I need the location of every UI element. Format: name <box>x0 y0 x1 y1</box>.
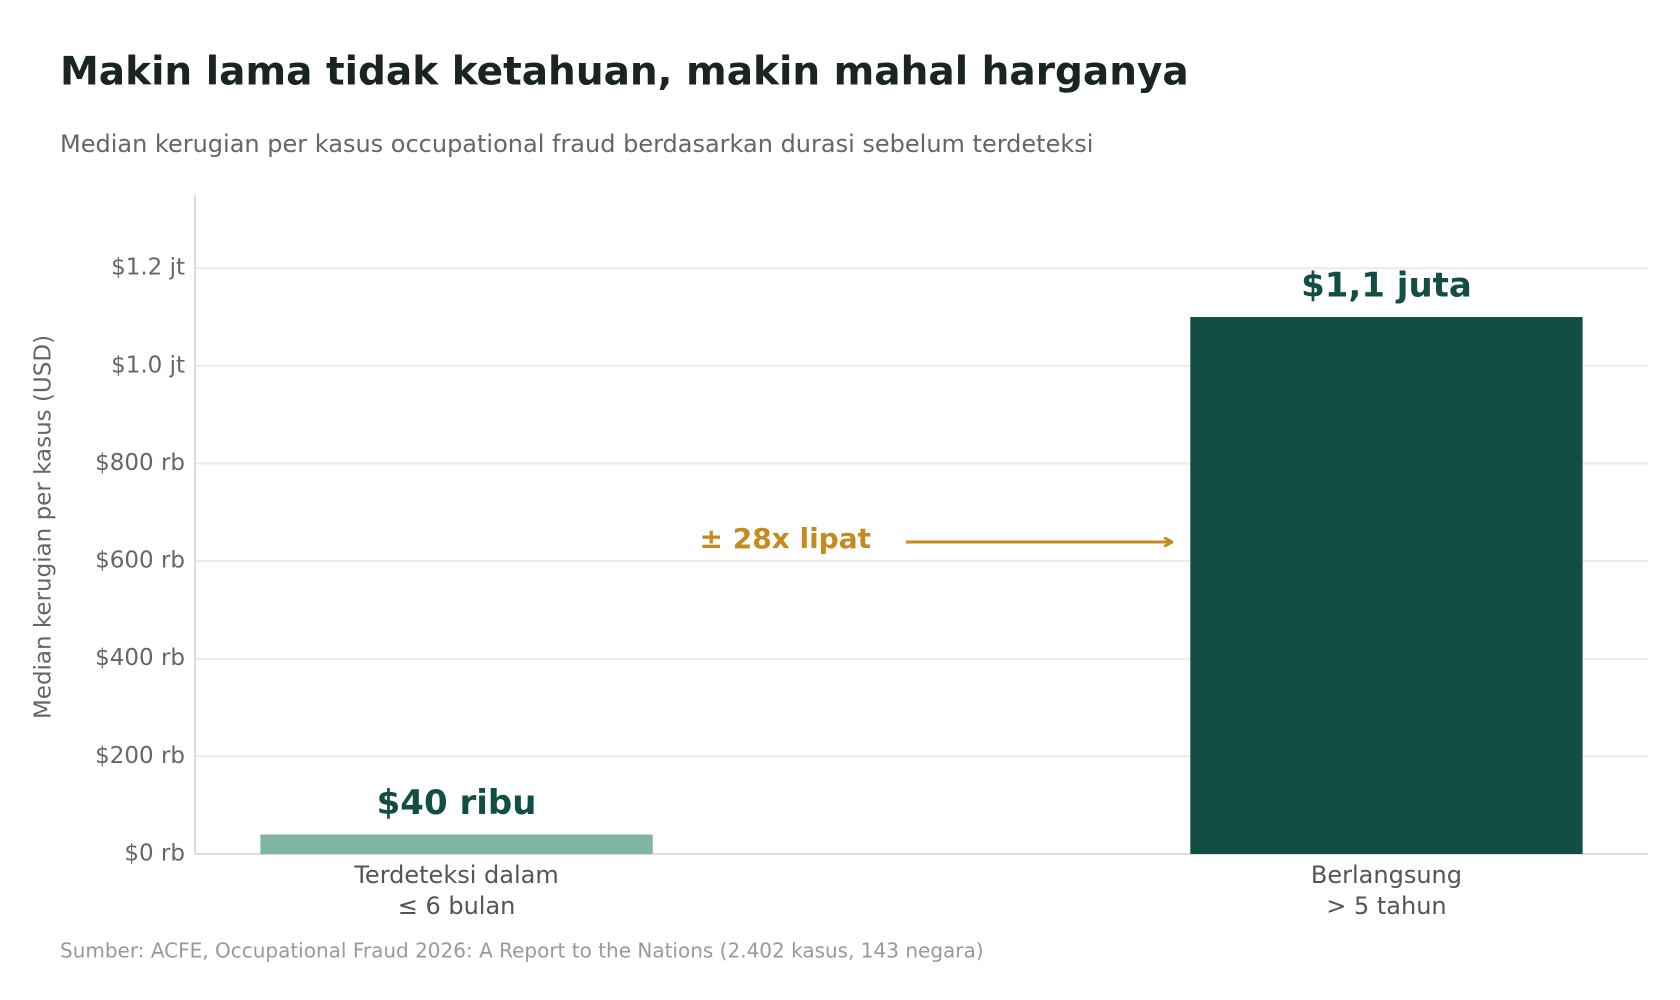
bar <box>1190 317 1583 854</box>
y-tick-label: $400 rb <box>95 645 185 671</box>
data-label: $1,1 juta <box>1301 266 1472 306</box>
y-tick-label: $0 rb <box>124 841 185 867</box>
chart-title: Makin lama tidak ketahuan, makin mahal h… <box>60 50 1189 95</box>
source-note: Sumber: ACFE, Occupational Fraud 2026: A… <box>60 939 984 963</box>
y-axis-title: Median kerugian per kasus (USD) <box>31 335 57 719</box>
y-tick-label: $1.0 jt <box>111 352 185 378</box>
x-tick-label: ≤ 6 bulan <box>398 892 516 920</box>
annotation: ± 28x lipat <box>700 522 872 555</box>
y-tick-label: $200 rb <box>95 743 185 769</box>
x-tick-label: Terdeteksi dalam <box>353 861 558 889</box>
x-tick-label: > 5 tahun <box>1326 892 1446 920</box>
x-tick-label: Berlangsung <box>1311 861 1462 889</box>
bar <box>260 834 653 854</box>
y-tick-label: $1.2 jt <box>111 255 185 281</box>
y-tick-label: $600 rb <box>95 548 185 574</box>
y-tick-label: $800 rb <box>95 450 185 476</box>
chart-subtitle: Median kerugian per kasus occupational f… <box>60 130 1093 158</box>
data-label: $40 ribu <box>377 783 537 823</box>
